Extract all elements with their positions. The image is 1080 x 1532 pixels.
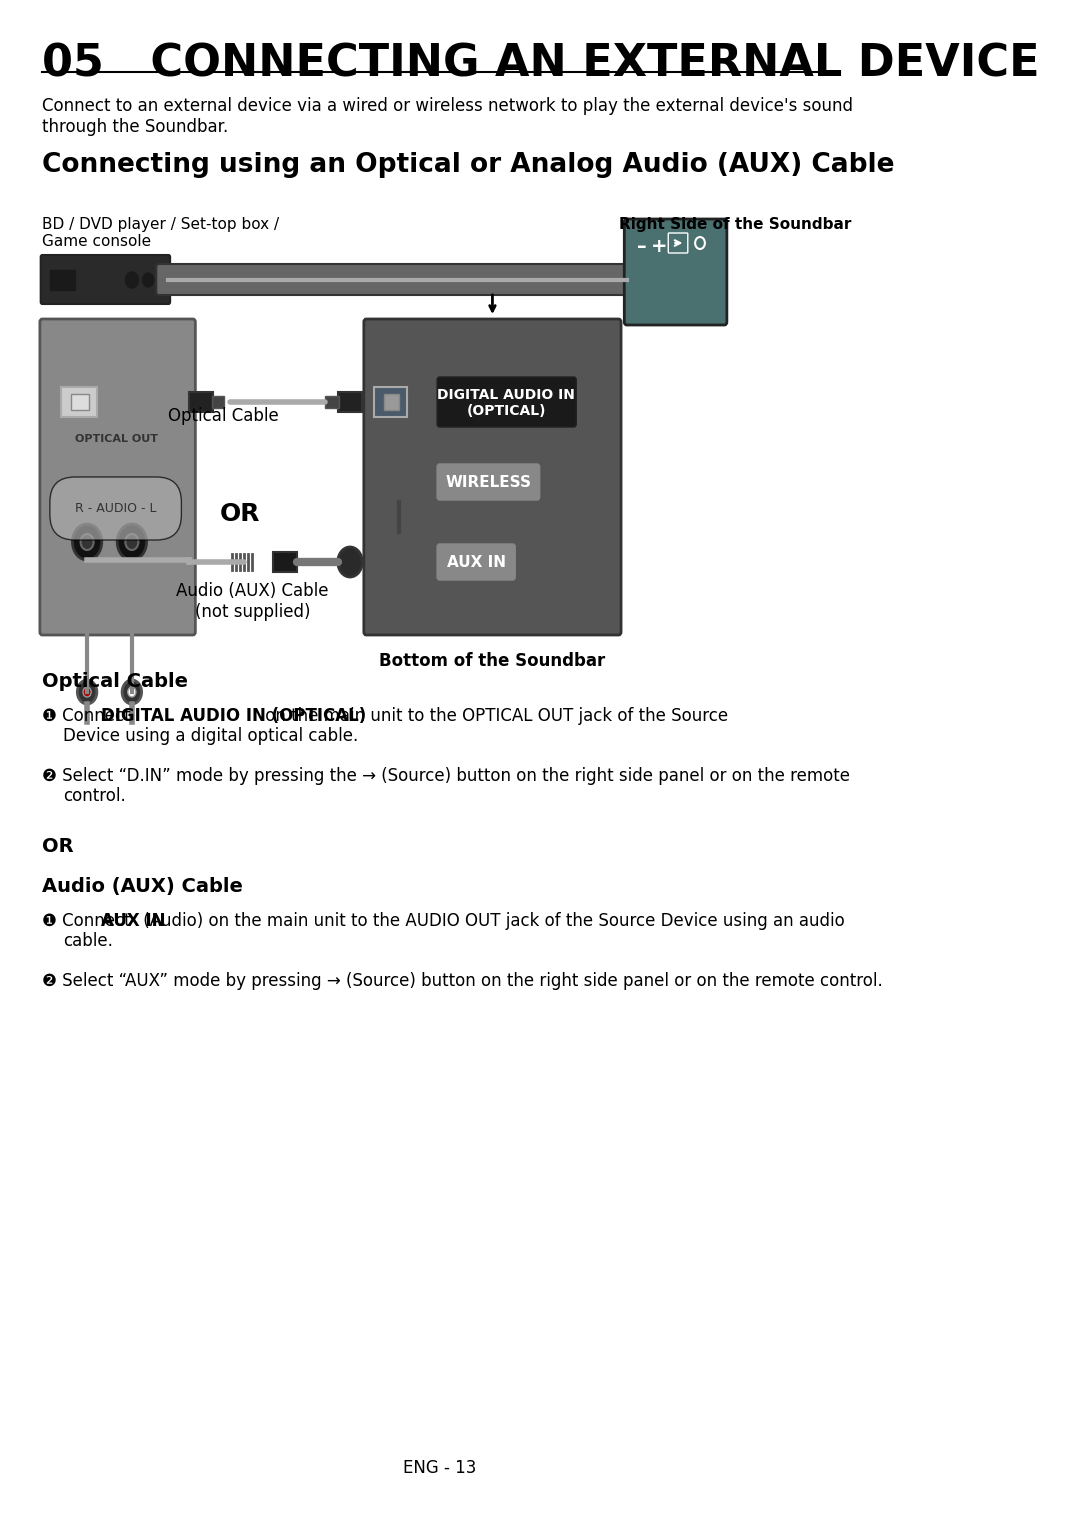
Bar bbox=[325, 395, 339, 408]
Bar bbox=[375, 388, 407, 417]
FancyBboxPatch shape bbox=[157, 264, 630, 296]
Bar bbox=[212, 395, 224, 408]
FancyBboxPatch shape bbox=[364, 319, 621, 634]
Text: (Audio) on the main unit to the AUDIO OUT jack of the Source Device using an aud: (Audio) on the main unit to the AUDIO OU… bbox=[137, 912, 845, 930]
Text: Connecting using an Optical or Analog Audio (AUX) Cable: Connecting using an Optical or Analog Au… bbox=[42, 152, 895, 178]
Bar bbox=[62, 388, 97, 417]
Text: BD / DVD player / Set-top box /
Game console: BD / DVD player / Set-top box / Game con… bbox=[42, 218, 280, 250]
Circle shape bbox=[125, 535, 138, 550]
Text: DIGITAL AUDIO IN
(OPTICAL): DIGITAL AUDIO IN (OPTICAL) bbox=[437, 388, 576, 418]
FancyBboxPatch shape bbox=[437, 464, 540, 499]
Text: OR: OR bbox=[42, 836, 73, 856]
Circle shape bbox=[143, 273, 153, 286]
Circle shape bbox=[72, 524, 102, 561]
Bar bbox=[51, 270, 75, 290]
Circle shape bbox=[81, 535, 94, 550]
Circle shape bbox=[118, 524, 147, 561]
Text: Audio (AUX) Cable
(not supplied): Audio (AUX) Cable (not supplied) bbox=[176, 582, 328, 620]
Circle shape bbox=[125, 273, 138, 288]
Text: OR: OR bbox=[220, 502, 260, 525]
Circle shape bbox=[83, 686, 91, 697]
Text: cable.: cable. bbox=[63, 931, 112, 950]
Bar bbox=[189, 392, 213, 412]
Text: AUX IN: AUX IN bbox=[100, 912, 165, 930]
Text: R - AUDIO - L: R - AUDIO - L bbox=[75, 502, 157, 515]
FancyBboxPatch shape bbox=[41, 254, 171, 303]
Text: ❶ Connect: ❶ Connect bbox=[42, 706, 136, 725]
Text: Right Side of the Soundbar: Right Side of the Soundbar bbox=[619, 218, 851, 231]
Text: Connect to an external device via a wired or wireless network to play the extern: Connect to an external device via a wire… bbox=[42, 97, 853, 136]
Text: 05   CONNECTING AN EXTERNAL DEVICE: 05 CONNECTING AN EXTERNAL DEVICE bbox=[42, 41, 1040, 84]
Bar bbox=[71, 394, 89, 411]
Text: ❶ Connect: ❶ Connect bbox=[42, 912, 136, 930]
Text: Device using a digital optical cable.: Device using a digital optical cable. bbox=[63, 728, 357, 745]
Text: on the main unit to the OPTICAL OUT jack of the Source: on the main unit to the OPTICAL OUT jack… bbox=[259, 706, 728, 725]
Text: Bottom of the Soundbar: Bottom of the Soundbar bbox=[379, 653, 606, 669]
Text: control.: control. bbox=[63, 787, 125, 804]
Text: AUX IN: AUX IN bbox=[447, 555, 505, 570]
FancyBboxPatch shape bbox=[437, 377, 577, 427]
Bar bbox=[272, 552, 297, 571]
Circle shape bbox=[127, 686, 136, 697]
FancyBboxPatch shape bbox=[40, 319, 195, 634]
Text: +: + bbox=[651, 237, 667, 256]
Circle shape bbox=[338, 547, 362, 578]
Text: ENG - 13: ENG - 13 bbox=[403, 1458, 476, 1477]
FancyBboxPatch shape bbox=[437, 544, 515, 581]
Bar bbox=[384, 394, 399, 411]
Text: Audio (AUX) Cable: Audio (AUX) Cable bbox=[42, 876, 243, 896]
Text: WIRELESS: WIRELESS bbox=[445, 475, 531, 490]
Text: ❷ Select “D.IN” mode by pressing the → (Source) button on the right side panel o: ❷ Select “D.IN” mode by pressing the → (… bbox=[42, 768, 850, 784]
FancyBboxPatch shape bbox=[624, 219, 727, 325]
Circle shape bbox=[122, 680, 141, 705]
Text: DIGITAL AUDIO IN (OPTICAL): DIGITAL AUDIO IN (OPTICAL) bbox=[100, 706, 366, 725]
Text: OPTICAL OUT: OPTICAL OUT bbox=[75, 434, 158, 444]
Text: Optical Cable: Optical Cable bbox=[42, 673, 188, 691]
Text: –: – bbox=[636, 237, 646, 256]
Bar bbox=[338, 392, 362, 412]
Text: ❷ Select “AUX” mode by pressing → (Source) button on the right side panel or on : ❷ Select “AUX” mode by pressing → (Sourc… bbox=[42, 971, 883, 990]
Text: Optical Cable: Optical Cable bbox=[168, 408, 280, 424]
Circle shape bbox=[78, 680, 97, 705]
